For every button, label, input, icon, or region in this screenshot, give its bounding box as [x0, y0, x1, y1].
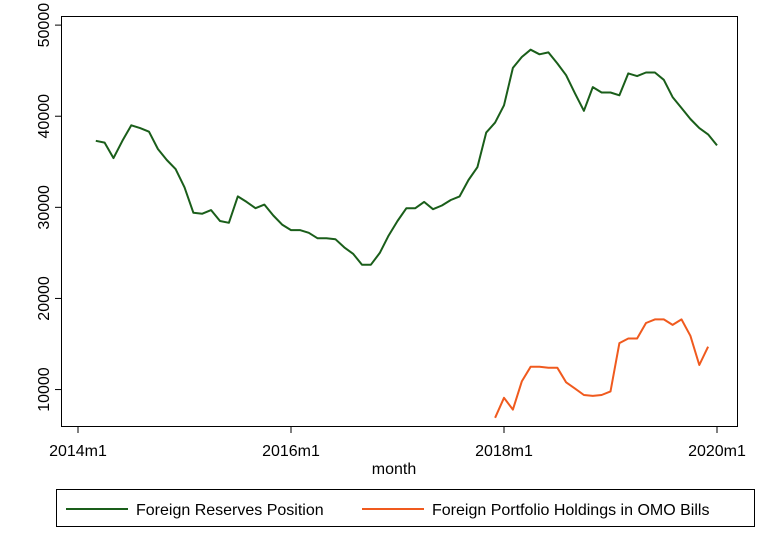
x-axis: 2014m1 2016m1 2018m1 2020m1: [49, 426, 746, 460]
x-tick-label: 2014m1: [49, 443, 107, 460]
legend-label-reserves: Foreign Reserves Position: [136, 502, 324, 519]
x-tick-label: 2018m1: [475, 443, 533, 460]
y-tick-label: 40000: [36, 94, 53, 139]
y-tick-label: 10000: [36, 367, 53, 412]
y-axis: 10000 20000 30000 40000 50000: [36, 3, 62, 412]
series-line-reserves: [95, 48, 718, 266]
y-tick-label: 20000: [36, 276, 53, 321]
legend-box: [56, 489, 755, 527]
y-tick-label: 50000: [36, 3, 53, 48]
legend-label-omo: Foreign Portfolio Holdings in OMO Bills: [432, 502, 709, 519]
series-line-omo: [494, 318, 710, 419]
series-layer: [95, 48, 718, 419]
x-tick-label: 2016m1: [262, 443, 320, 460]
plot-frame: [61, 16, 738, 427]
legend: Foreign Reserves Position Foreign Portfo…: [56, 489, 755, 527]
y-tick-label: 30000: [36, 185, 53, 230]
x-axis-title: month: [372, 461, 416, 478]
x-tick-label: 2020m1: [688, 443, 746, 460]
